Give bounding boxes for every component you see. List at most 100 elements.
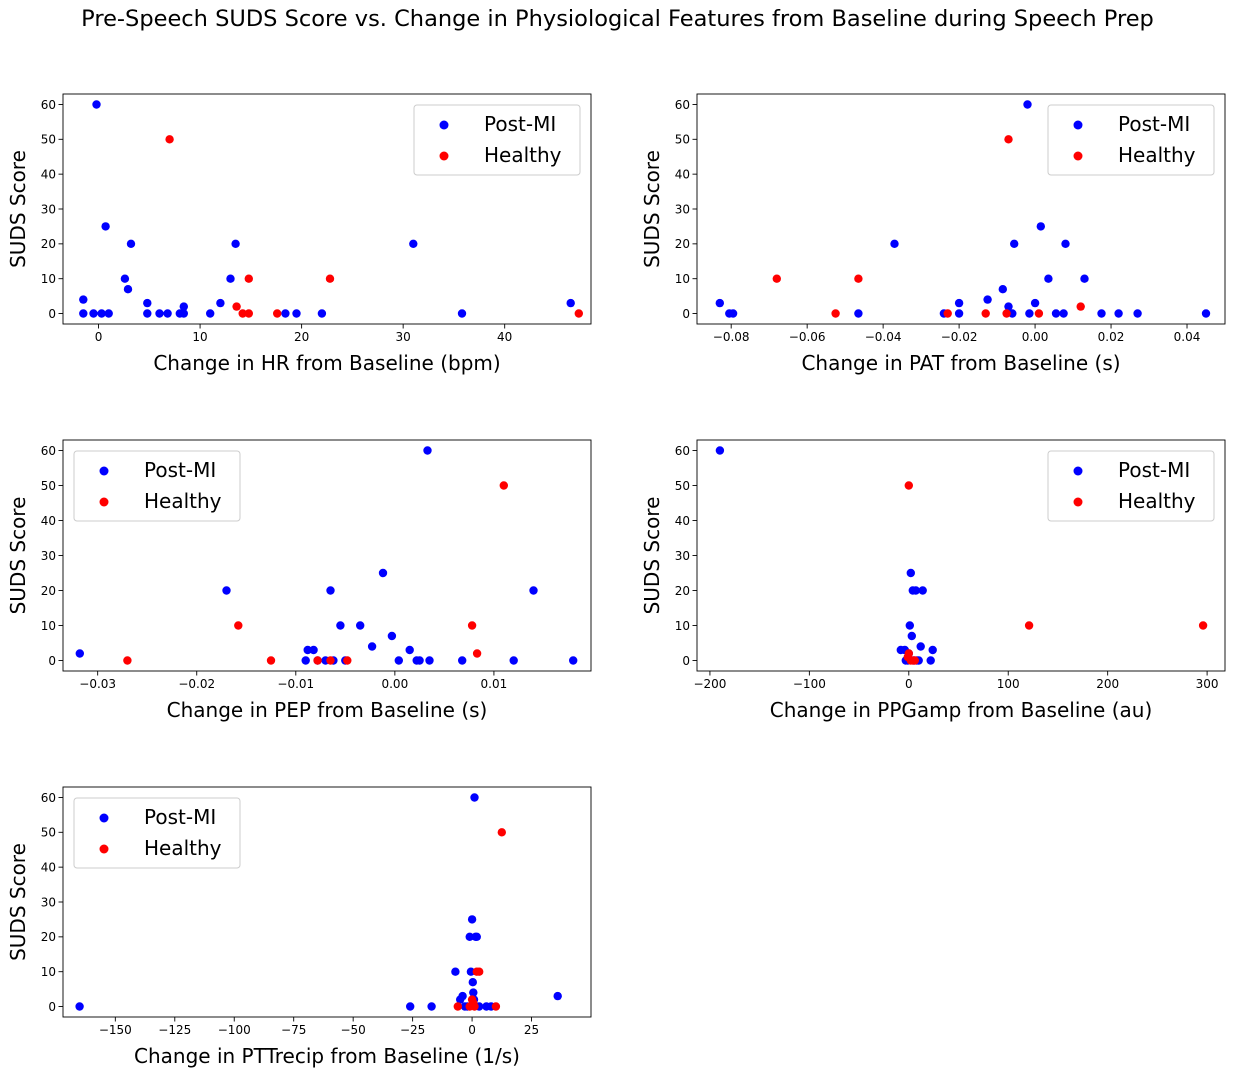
data-point-post-mi	[457, 309, 467, 318]
y-tick-label: 10	[41, 272, 56, 286]
x-tick-label: −150	[99, 1023, 132, 1037]
data-point-post-mi	[303, 645, 312, 655]
data-point-post-mi	[715, 446, 725, 455]
data-point-post-mi	[905, 621, 914, 630]
data-point-post-mi	[356, 621, 365, 630]
data-point-healthy	[234, 621, 243, 630]
x-tick-label: 40	[497, 330, 512, 344]
data-point-post-mi	[123, 285, 133, 294]
data-point-healthy	[325, 274, 335, 283]
data-point-post-mi	[1044, 274, 1053, 283]
legend-marker-post-mi	[1073, 120, 1083, 130]
data-point-post-mi	[427, 1002, 436, 1011]
data-point-post-mi	[367, 642, 377, 651]
data-point-post-mi	[911, 586, 920, 595]
data-point-healthy	[266, 656, 276, 665]
legend-label: Healthy	[144, 836, 222, 860]
legend: Post-MI Healthy	[73, 797, 241, 869]
data-point-healthy	[1002, 309, 1011, 318]
y-tick-label: 50	[41, 479, 56, 493]
data-point-healthy	[831, 309, 840, 318]
data-point-post-mi	[465, 932, 474, 941]
data-point-healthy	[343, 656, 352, 665]
data-point-post-mi	[890, 239, 899, 248]
legend: Post-MI Healthy	[1047, 450, 1215, 522]
data-point-post-mi	[309, 645, 318, 655]
legend-box	[73, 450, 241, 522]
data-point-healthy	[1004, 135, 1013, 144]
x-tick-label: −0.02	[941, 330, 978, 344]
y-tick-label: 20	[41, 237, 56, 251]
data-point-healthy	[1076, 302, 1085, 311]
data-point-post-mi	[79, 295, 88, 304]
y-tick-label: 40	[675, 167, 690, 181]
data-point-healthy	[981, 309, 990, 318]
data-point-post-mi	[1004, 302, 1013, 311]
x-tick-label: 0.02	[1098, 330, 1125, 344]
data-point-post-mi	[1025, 309, 1034, 318]
data-point-post-mi	[89, 309, 98, 318]
x-tick-label: −0.02	[178, 677, 215, 691]
data-point-post-mi	[1080, 274, 1089, 283]
legend-marker-post-mi	[99, 466, 109, 476]
data-point-post-mi	[569, 656, 578, 665]
data-point-post-mi	[467, 915, 477, 924]
data-point-post-mi	[425, 656, 434, 665]
x-tick-label: 100	[997, 677, 1020, 691]
data-point-post-mi	[415, 656, 424, 665]
y-tick-label: 30	[41, 202, 56, 216]
x-axis-label: Change in PTTrecip from Baseline (1/s)	[134, 1044, 520, 1068]
y-tick-label: 0	[682, 654, 690, 668]
data-point-healthy	[472, 649, 482, 658]
x-tick-label: 30	[396, 330, 411, 344]
data-point-post-mi	[75, 1002, 84, 1011]
data-point-post-mi	[954, 298, 964, 308]
data-point-post-mi	[529, 586, 538, 595]
legend-label: Post-MI	[484, 112, 556, 136]
legend-label: Post-MI	[144, 458, 216, 482]
x-tick-label: −0.01	[277, 677, 314, 691]
data-point-healthy	[1034, 309, 1044, 318]
data-point-healthy	[165, 135, 174, 144]
data-point-post-mi	[509, 656, 518, 665]
data-point-healthy	[238, 309, 247, 318]
x-tick-label: −25	[400, 1023, 425, 1037]
data-point-healthy	[1198, 621, 1208, 630]
data-point-post-mi	[281, 309, 290, 318]
x-tick-label: 300	[1196, 677, 1219, 691]
x-tick-label: 0.01	[481, 677, 508, 691]
y-axis-label: SUDS Score	[6, 843, 30, 961]
x-axis-label: Change in HR from Baseline (bpm)	[153, 351, 500, 375]
data-point-post-mi	[423, 446, 432, 455]
data-point-post-mi	[918, 586, 927, 595]
data-point-healthy	[910, 656, 919, 665]
x-tick-label: −0.03	[79, 677, 116, 691]
data-point-post-mi	[1023, 100, 1032, 109]
legend: Post-MI Healthy	[73, 450, 241, 522]
y-tick-label: 20	[675, 237, 690, 251]
data-point-healthy	[273, 309, 282, 318]
legend-marker-healthy	[439, 151, 449, 161]
x-tick-label: −125	[158, 1023, 191, 1037]
data-point-post-mi	[553, 991, 562, 1001]
data-point-healthy	[854, 274, 863, 283]
data-point-healthy	[574, 309, 583, 318]
x-tick-label: −200	[693, 677, 726, 691]
data-point-post-mi	[336, 621, 345, 630]
legend-label: Healthy	[1118, 489, 1196, 513]
x-tick-label: 0	[95, 330, 103, 344]
data-point-post-mi	[472, 932, 481, 941]
data-point-healthy	[491, 1002, 501, 1011]
legend-box	[413, 104, 581, 176]
y-tick-label: 60	[41, 98, 56, 112]
data-point-post-mi	[222, 586, 231, 595]
subplot-5: −150 −125 −100 −75 −50 −25 0 25 0 10 20 30 40 50 60 Cha…	[6, 786, 592, 1068]
data-point-post-mi	[983, 295, 992, 304]
data-point-post-mi	[292, 309, 301, 318]
y-tick-label: 30	[41, 549, 56, 563]
y-tick-label: 60	[41, 444, 56, 458]
y-tick-label: 20	[41, 930, 56, 944]
data-point-post-mi	[92, 100, 101, 109]
y-axis-label: SUDS Score	[640, 497, 664, 615]
x-tick-label: 200	[1096, 677, 1119, 691]
